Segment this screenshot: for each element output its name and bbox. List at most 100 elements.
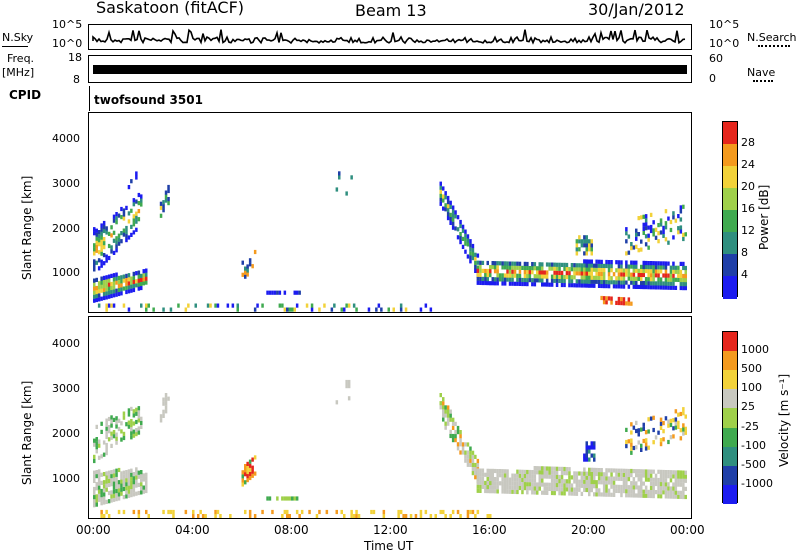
- velocity-cell: [107, 514, 111, 519]
- power-cell: [446, 208, 450, 213]
- velocity-cell: [662, 421, 665, 426]
- velocity-cell: [657, 469, 660, 474]
- power-cell: [105, 295, 108, 300]
- velocity-cell: [140, 482, 143, 487]
- power-cell: [496, 265, 499, 270]
- power-cell: [610, 276, 613, 281]
- velocity-cell: [476, 463, 480, 468]
- power-cell: [216, 303, 220, 308]
- velocity-cell: [318, 509, 321, 515]
- velocity-cell: [110, 490, 113, 495]
- velocity-cell: [442, 417, 445, 422]
- power-cell: [635, 260, 638, 265]
- velocity-cell: [548, 470, 551, 475]
- velocity-cell: [471, 458, 475, 463]
- velocity-cell: [612, 484, 616, 489]
- power-cell: [130, 232, 133, 237]
- velocity-cell: [219, 514, 222, 519]
- velocity-cell: [382, 509, 386, 515]
- velocity-cell: [570, 475, 574, 480]
- velocity-cell: [102, 472, 106, 477]
- velocity-cell: [679, 494, 683, 499]
- power-cell: [664, 281, 668, 286]
- velocity-cell: [583, 471, 586, 476]
- velocity-cell: [506, 485, 509, 490]
- velocity-cell: [677, 474, 680, 479]
- velocity-cell: [580, 475, 584, 480]
- power-cell: [679, 217, 683, 222]
- power-ytick: 3000: [52, 177, 80, 190]
- freq-label: Freq.: [7, 52, 35, 65]
- power-cell: [100, 235, 103, 240]
- velocity-cell: [543, 482, 546, 487]
- velocity-cell: [135, 479, 138, 484]
- velocity-cell: [461, 450, 465, 455]
- velocity-cell: [102, 452, 106, 457]
- power-cell: [147, 303, 150, 308]
- velocity-cell: [570, 487, 574, 492]
- velocity-cell: [644, 473, 648, 478]
- velocity-cell: [659, 442, 663, 447]
- velocity-cell: [590, 484, 593, 489]
- velocity-cell: [640, 477, 643, 482]
- velocity-cell: [536, 486, 539, 491]
- velocity-cell: [459, 434, 462, 439]
- power-cell: [93, 263, 96, 268]
- velocity-cell: [451, 509, 455, 515]
- velocity-cell: [117, 496, 121, 501]
- power-cell: [583, 243, 586, 248]
- velocity-cell: [575, 483, 579, 488]
- power-cell: [578, 247, 581, 252]
- freq-tick-top: 18: [68, 51, 82, 64]
- velocity-cell: [397, 509, 400, 515]
- power-cell: [501, 265, 504, 270]
- power-cell: [513, 261, 517, 266]
- power-cell: [479, 276, 482, 281]
- velocity-cell: [588, 492, 591, 497]
- power-cell: [605, 284, 608, 289]
- power-cell: [585, 247, 588, 252]
- velocity-cell: [125, 474, 128, 479]
- power-cell: [580, 275, 584, 280]
- power-cell: [652, 281, 655, 286]
- velocity-cell: [110, 482, 113, 487]
- power-cell: [93, 247, 96, 252]
- velocity-cell: [107, 482, 111, 487]
- velocity-cell: [491, 476, 494, 482]
- power-cell: [664, 265, 668, 270]
- power-cell: [97, 289, 101, 294]
- power-cell: [657, 223, 660, 228]
- power-cell: [112, 303, 116, 308]
- velocity-cell: [95, 498, 98, 503]
- power-cell: [97, 303, 101, 308]
- power-cell: [501, 273, 504, 278]
- velocity-cell: [127, 493, 131, 498]
- velocity-cell: [501, 469, 504, 474]
- velocity-cell: [253, 514, 257, 519]
- power-cell: [125, 233, 128, 239]
- power-cell: [125, 229, 128, 235]
- velocity-cell: [93, 490, 96, 496]
- velocity-cell: [664, 470, 668, 475]
- velocity-cell: [635, 493, 638, 498]
- velocity-cell: [617, 472, 621, 477]
- velocity-cell: [575, 471, 579, 476]
- velocity-cell: [137, 430, 141, 435]
- velocity-cell: [620, 476, 623, 481]
- velocity-colorbar-tick: -1000: [741, 476, 773, 490]
- power-cell: [620, 276, 623, 281]
- velocity-cell: [679, 411, 683, 417]
- power-cell: [95, 228, 98, 233]
- power-cell: [600, 275, 603, 280]
- velocity-cell: [100, 454, 103, 459]
- velocity-cell: [526, 490, 529, 495]
- power-cell: [563, 282, 566, 288]
- power-cell: [597, 259, 601, 264]
- velocity-cell: [137, 470, 141, 475]
- velocity-cell: [127, 408, 131, 413]
- power-cell: [649, 228, 653, 234]
- power-cell: [602, 271, 606, 277]
- power-cell: [588, 283, 591, 288]
- velocity-cell: [130, 468, 133, 473]
- power-cell: [474, 260, 477, 265]
